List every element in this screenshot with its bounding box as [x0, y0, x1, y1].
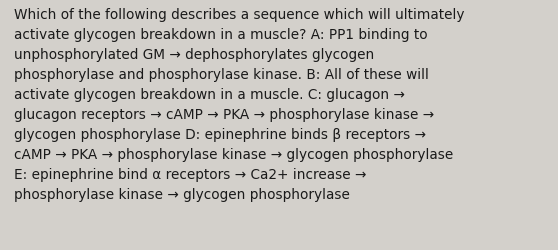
Text: Which of the following describes a sequence which will ultimately
activate glyco: Which of the following describes a seque…: [14, 8, 464, 201]
